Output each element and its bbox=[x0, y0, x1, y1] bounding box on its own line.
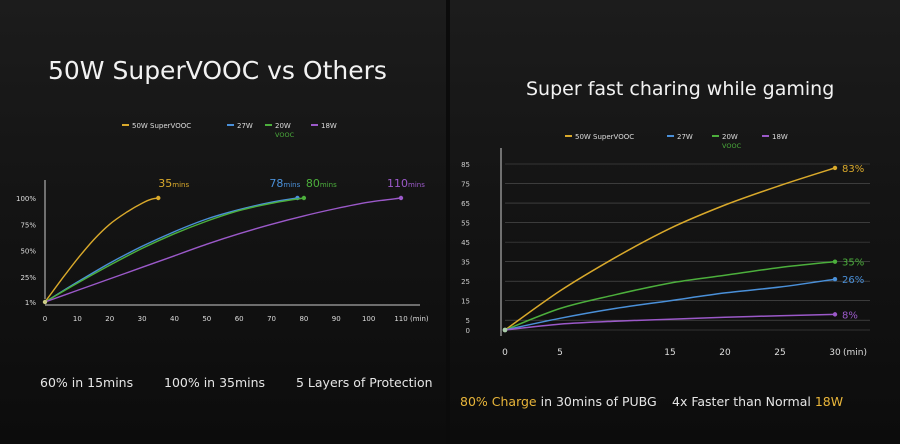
caption-faster-text: 4x Faster than Normal bbox=[672, 394, 815, 409]
right-series-line-50w-supervooc bbox=[504, 167, 836, 331]
left-chart-title: 50W SuperVOOC vs Others bbox=[48, 56, 387, 85]
left-x-tick-label: 20 bbox=[105, 315, 114, 323]
caption-100-percent: 100% in 35mins bbox=[164, 375, 266, 390]
right-x-axis-unit: (min) bbox=[843, 348, 867, 358]
left-series-line-18w bbox=[44, 197, 402, 303]
left-origin-point bbox=[42, 299, 48, 305]
left-y-tick-label: 25% bbox=[20, 274, 36, 282]
left-y-tick-label: 75% bbox=[20, 221, 36, 229]
legend-sub-20w: VOOC bbox=[275, 131, 295, 139]
legend-label-27w: 27W bbox=[677, 133, 693, 141]
left-x-tick-label: 70 bbox=[267, 315, 276, 323]
caption-4x-faster: 4x Faster than Normal 18W bbox=[672, 394, 843, 409]
left-x-tick-label: 30 bbox=[138, 315, 147, 323]
caption-60-percent: 60% in 15mins bbox=[40, 375, 134, 390]
left-x-tick-label: 100 bbox=[362, 315, 375, 323]
left-series-endpoint-50w-supervooc bbox=[156, 195, 161, 201]
left-series-line-50w-supervooc bbox=[44, 197, 159, 303]
right-series-end-label-18w: 8% bbox=[842, 310, 858, 321]
right-series-endpoint-50w-supervooc bbox=[832, 165, 838, 171]
left-x-tick-label: 90 bbox=[332, 315, 341, 323]
left-x-tick-label: 80 bbox=[299, 315, 308, 323]
right-series-endpoint-20w-vooc bbox=[832, 259, 838, 264]
left-chart: 1% 25% 50% 75% 100% 0 10 20 30 40 50 60 70 80 90 100 110… bbox=[16, 122, 429, 323]
right-x-tick-label: 30 bbox=[829, 348, 841, 358]
end-label-unit: mins bbox=[283, 181, 300, 189]
caption-pubg-text: in 30mins of PUBG bbox=[536, 394, 657, 409]
left-series-endpoint-18w bbox=[398, 195, 404, 201]
right-x-tick-label: 15 bbox=[664, 348, 675, 358]
end-label-number: 35 bbox=[158, 177, 172, 190]
right-y-tick-label: 85 bbox=[461, 161, 470, 169]
right-y-tick-label: 5 bbox=[466, 317, 470, 325]
left-x-tick-label: 50 bbox=[202, 315, 211, 323]
right-series-end-label-20w-vooc: 35% bbox=[842, 258, 864, 269]
left-y-tick-label: 1% bbox=[25, 299, 36, 307]
left-series-end-label-27w: 78mins bbox=[269, 177, 300, 190]
left-x-tick-label: 40 bbox=[170, 315, 179, 323]
right-y-tick-label: 25 bbox=[461, 278, 470, 286]
caption-protection: 5 Layers of Protection bbox=[296, 375, 433, 390]
end-label-number: 80 bbox=[306, 177, 320, 190]
legend-label-50w-supervooc: 50W SuperVOOC bbox=[575, 133, 634, 141]
left-series-end-label-18w: 110mins bbox=[387, 177, 425, 190]
right-x-tick-label: 0 bbox=[502, 348, 508, 358]
right-series-end-label-27w: 26% bbox=[842, 275, 864, 286]
right-y-tick-label: 35 bbox=[461, 259, 470, 267]
right-chart-title: Super fast charing while gaming bbox=[526, 78, 835, 100]
right-y-tick-label: 55 bbox=[461, 220, 470, 228]
right-series-endpoint-18w bbox=[832, 312, 838, 317]
right-y-tick-label: 45 bbox=[461, 239, 470, 247]
right-y-tick-label: 75 bbox=[461, 181, 470, 189]
left-series-line-27w bbox=[44, 197, 298, 303]
right-chart: 0 5 15 25 35 45 55 65 75 85 0 5 15 20 25 30 (min) 50W Sup… bbox=[461, 133, 870, 358]
left-panel: 50W SuperVOOC vs Others 1% 25% 50% 75% 100% 0… bbox=[0, 0, 446, 444]
caption-highlight-18w: 18W bbox=[814, 394, 844, 409]
legend-label-50w-supervooc: 50W SuperVOOC bbox=[132, 122, 191, 130]
right-series-line-20w-vooc bbox=[504, 260, 836, 331]
left-y-tick-label: 100% bbox=[16, 195, 36, 203]
end-label-unit: mins bbox=[172, 181, 189, 189]
end-label-unit: mins bbox=[408, 181, 425, 189]
legend-label-18w: 18W bbox=[321, 122, 337, 130]
right-y-tick-label: 65 bbox=[461, 200, 470, 208]
right-y-tick-label: 0 bbox=[466, 327, 470, 335]
left-series-endpoint-20w-vooc bbox=[301, 195, 307, 201]
end-label-number: 110 bbox=[387, 177, 408, 190]
right-series-line-27w bbox=[504, 278, 836, 331]
legend-label-20w: 20W bbox=[722, 133, 738, 141]
right-panel: Super fast charing while gaming 0 5 15 25 35… bbox=[450, 0, 900, 444]
left-x-tick-label: 110 bbox=[394, 315, 407, 323]
left-y-tick-label: 50% bbox=[20, 248, 36, 256]
left-x-tick-label: 60 bbox=[235, 315, 244, 323]
left-x-tick-label: 10 bbox=[73, 315, 82, 323]
legend-label-27w: 27W bbox=[237, 122, 253, 130]
left-series-end-label-20w-vooc: 80mins bbox=[306, 177, 337, 190]
right-x-tick-label: 5 bbox=[557, 348, 563, 358]
left-series-end-label-50w-supervooc: 35mins bbox=[158, 177, 189, 190]
caption-highlight-charge: 80% Charge bbox=[460, 394, 537, 409]
right-x-tick-label: 25 bbox=[774, 348, 785, 358]
right-x-tick-label: 20 bbox=[719, 348, 731, 358]
legend-label-20w: 20W bbox=[275, 122, 291, 130]
end-label-number: 78 bbox=[269, 177, 283, 190]
legend-label-18w: 18W bbox=[772, 133, 788, 141]
end-label-unit: mins bbox=[320, 181, 337, 189]
legend-sub-20w: VOOC bbox=[722, 142, 742, 150]
caption-80-percent-pubg: 80% Charge in 30mins of PUBG bbox=[460, 394, 657, 409]
right-series-endpoint-27w bbox=[832, 277, 838, 282]
left-series-line-20w-vooc bbox=[44, 197, 305, 303]
left-x-axis-unit: (min) bbox=[410, 315, 429, 323]
left-x-tick-label: 0 bbox=[43, 315, 47, 323]
right-series-end-label-50w-supervooc: 83% bbox=[842, 164, 864, 175]
right-y-tick-label: 15 bbox=[461, 298, 470, 306]
right-origin-point bbox=[502, 327, 508, 333]
right-series-line-18w bbox=[504, 313, 836, 331]
